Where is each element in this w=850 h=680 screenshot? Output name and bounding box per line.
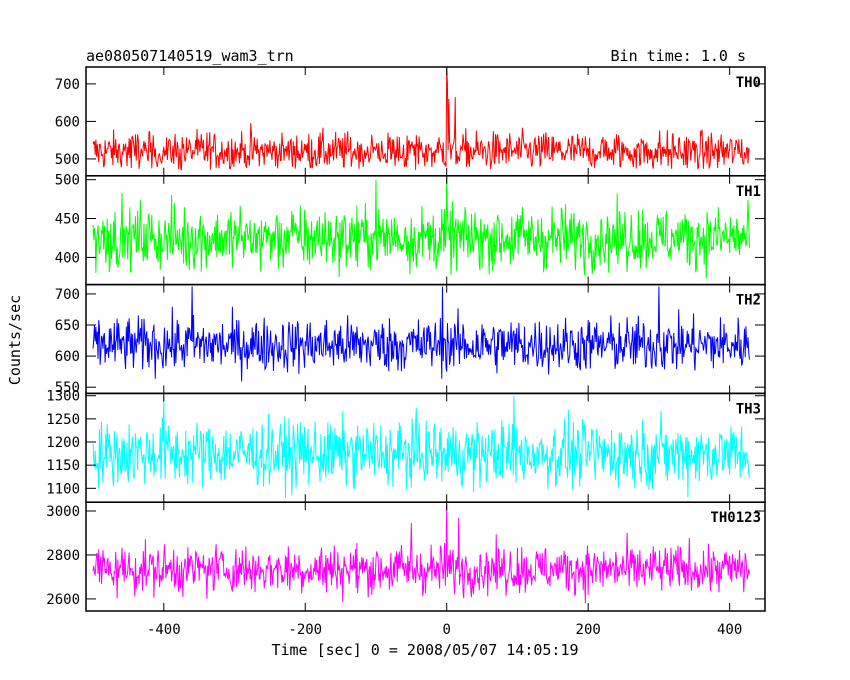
panel-th0: 500 600 700 TH0	[55, 66, 766, 177]
y-tick-label: 500	[55, 173, 80, 189]
panel-frame	[85, 501, 766, 612]
y-tick-label: 2600	[46, 592, 80, 608]
panel-th2: 550 600 650 700 TH2	[55, 283, 766, 396]
x-tick-label: 0	[443, 622, 451, 638]
series-line-th2	[92, 286, 750, 382]
x-tick-label: -400	[147, 622, 181, 638]
y-tick-label: 650	[55, 318, 80, 334]
panel-name-label: TH1	[736, 184, 761, 200]
x-axis-label: Time [sec] 0 = 2008/05/07 14:05:19	[271, 641, 578, 659]
x-tick-label: -200	[288, 622, 322, 638]
y-tick-label: 1200	[46, 435, 80, 451]
chart-title: ae080507140519_wam3_trn	[86, 47, 294, 65]
panel-name-label: TH2	[736, 293, 761, 309]
series-line-th0	[92, 67, 750, 171]
panel-th0123: 2600 2800 3000 TH0123	[46, 501, 766, 612]
y-tick-label: 400	[55, 250, 80, 266]
y-tick-label: 500	[55, 152, 80, 168]
y-tick-label: 3000	[46, 504, 80, 520]
panel-name-label: TH0	[736, 75, 761, 91]
x-tick-label: 400	[717, 622, 742, 638]
y-tick-label: 1250	[46, 412, 80, 428]
series-line-th0123	[92, 504, 750, 604]
series-line-th3	[92, 395, 750, 498]
x-tick-label: 200	[576, 622, 601, 638]
y-tick-label: 700	[55, 287, 80, 303]
y-tick-label: 450	[55, 212, 80, 228]
x-axis: -400 -200 0 200 400	[147, 622, 742, 638]
y-tick-label: 600	[55, 349, 80, 365]
y-tick-label: 1150	[46, 458, 80, 474]
y-axis-label: Counts/sec	[6, 295, 24, 385]
panel-th1: 400 450 500 TH1	[55, 173, 766, 286]
y-tick-label: 700	[55, 77, 80, 93]
panel-th3: 1100 1150 1200 1250 1300 TH3	[46, 389, 766, 503]
series-line-th1	[92, 175, 750, 279]
panel-name-label: TH3	[736, 401, 761, 417]
panel-name-label: TH0123	[710, 510, 761, 526]
y-tick-label: 600	[55, 114, 80, 130]
panels-group: 500 600 700 TH0 400 450 500 TH1 550 600 650 700 TH2 1…	[46, 66, 766, 612]
y-tick-label: 2800	[46, 548, 80, 564]
y-tick-label: 1300	[46, 389, 80, 405]
bin-time-label: Bin time: 1.0 s	[611, 47, 746, 65]
y-tick-label: 550	[55, 380, 80, 396]
y-tick-label: 1100	[46, 481, 80, 497]
